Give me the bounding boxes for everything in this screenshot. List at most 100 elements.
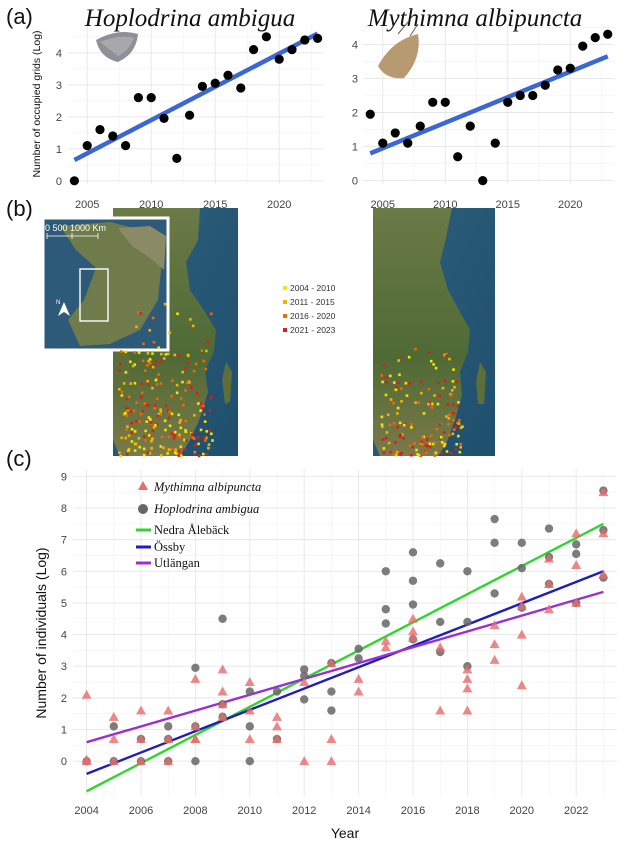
- observation-dot: [133, 363, 137, 366]
- observation-dot: [147, 359, 150, 363]
- observation-dot: [152, 340, 156, 344]
- observation-dot: [433, 441, 437, 444]
- observation-dot: [154, 404, 157, 407]
- panel-label-a: (a): [6, 4, 33, 29]
- observation-dot: [148, 358, 152, 361]
- observation-dot: [142, 453, 146, 457]
- observation-dot: [135, 325, 138, 329]
- observation-dot: [127, 395, 131, 398]
- observation-dot: [125, 453, 129, 456]
- observation-dot: [451, 432, 455, 436]
- observation-dot: [119, 362, 122, 366]
- observation-dot: [166, 452, 169, 455]
- observation-dot: [381, 438, 385, 441]
- observation-dot: [171, 379, 174, 383]
- observation-dot: [149, 418, 152, 421]
- observation-dot: [427, 350, 431, 354]
- observation-dot: [137, 351, 141, 355]
- observation-dot: [124, 436, 127, 440]
- observation-dot: [139, 312, 142, 315]
- observation-dot: [177, 454, 181, 457]
- observation-dot: [197, 402, 200, 405]
- observation-dot: [459, 445, 462, 449]
- observation-dot: [181, 370, 184, 374]
- observation-dot: [452, 368, 455, 371]
- observation-dot: [414, 347, 417, 351]
- observation-dot: [430, 402, 434, 406]
- observation-dot: [452, 428, 456, 431]
- observation-dot: [432, 363, 435, 366]
- observation-dot: [400, 451, 403, 455]
- observation-dot: [163, 419, 167, 423]
- observation-dot: [177, 413, 181, 417]
- observation-dot: [428, 445, 432, 449]
- observation-dot: [157, 346, 160, 350]
- observation-dot: [410, 426, 413, 429]
- observation-dot: [159, 359, 163, 363]
- observation-dot: [144, 439, 147, 442]
- map-mythimna: [373, 208, 495, 456]
- observation-dot: [170, 447, 173, 451]
- observation-dot: [384, 393, 388, 397]
- observation-dot: [125, 428, 128, 431]
- north-arrow-icon: [58, 302, 70, 316]
- observation-dot: [148, 434, 151, 437]
- observation-dot: [392, 422, 396, 425]
- observation-dot: [179, 454, 183, 457]
- observation-dot: [417, 454, 421, 457]
- observation-dot: [176, 312, 179, 316]
- observation-dot: [124, 411, 127, 415]
- observation-dot: [400, 399, 403, 403]
- observation-dot: [386, 413, 390, 417]
- observation-dot: [208, 429, 211, 433]
- observation-dot: [396, 381, 400, 385]
- observation-dot: [135, 401, 138, 404]
- observation-dot: [146, 379, 149, 383]
- observation-dot: [151, 352, 154, 355]
- observation-dot: [143, 435, 146, 438]
- observation-dot: [159, 445, 163, 448]
- observation-dot: [211, 439, 214, 442]
- observation-dot: [135, 420, 138, 423]
- observation-dot: [445, 415, 448, 418]
- observation-dot: [146, 451, 150, 455]
- observation-dot: [141, 359, 145, 363]
- observation-dot: [445, 450, 449, 453]
- observation-dot: [203, 436, 206, 439]
- observation-dot: [459, 442, 462, 446]
- observation-dot: [133, 381, 137, 385]
- observation-dot: [392, 381, 396, 384]
- observation-dot: [143, 369, 147, 372]
- observation-dot: [186, 361, 190, 364]
- observation-dot: [200, 402, 203, 405]
- observation-dot: [450, 393, 453, 397]
- observation-dot: [160, 352, 163, 356]
- observation-dot: [413, 442, 416, 445]
- observation-dot: [118, 369, 121, 372]
- legend-label-4: 2021 - 2023: [290, 325, 336, 335]
- observation-dot: [420, 440, 423, 444]
- observation-dot: [126, 407, 130, 410]
- observation-dot: [173, 434, 176, 437]
- observation-dot: [418, 442, 422, 445]
- observation-dot: [182, 448, 186, 451]
- observation-dot: [126, 425, 129, 428]
- observation-dot: [143, 402, 147, 405]
- observation-dot: [415, 448, 418, 452]
- observation-dot: [438, 394, 441, 398]
- observation-dot: [392, 401, 395, 405]
- observation-dot: [404, 381, 408, 385]
- legend-label-2: 2011 - 2015: [290, 297, 335, 307]
- observation-dot: [192, 369, 196, 373]
- observation-dot: [149, 435, 153, 438]
- observation-dot: [184, 430, 188, 434]
- observation-dot: [457, 422, 461, 425]
- observation-dot: [428, 402, 432, 405]
- observation-dot: [137, 311, 140, 314]
- observation-dot: [428, 442, 432, 446]
- observation-dot: [157, 373, 161, 376]
- observation-dot: [408, 444, 412, 448]
- observation-dot: [209, 312, 213, 316]
- observation-dot: [447, 416, 451, 420]
